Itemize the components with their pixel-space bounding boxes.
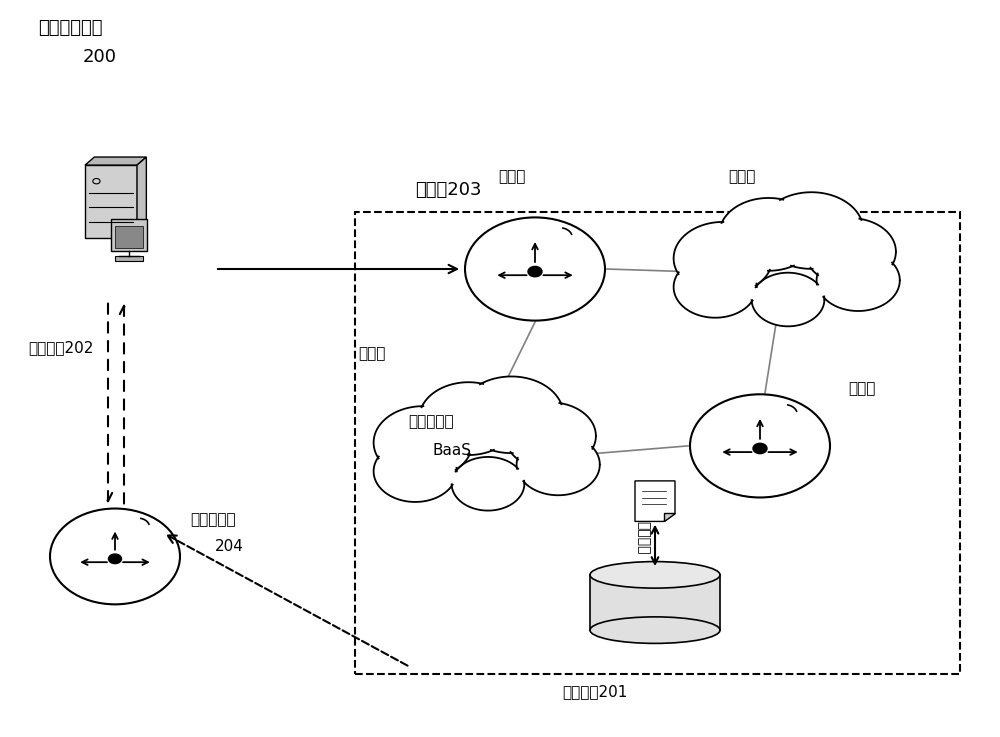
Circle shape xyxy=(50,509,180,604)
Circle shape xyxy=(719,198,818,270)
Text: 证书信息: 证书信息 xyxy=(636,521,650,555)
Circle shape xyxy=(752,273,824,326)
Ellipse shape xyxy=(590,617,720,643)
Circle shape xyxy=(805,218,896,285)
Text: 子节点: 子节点 xyxy=(358,346,385,361)
Circle shape xyxy=(817,250,900,311)
Circle shape xyxy=(674,256,757,318)
Polygon shape xyxy=(85,157,146,165)
Circle shape xyxy=(374,406,472,479)
Circle shape xyxy=(753,444,767,453)
Circle shape xyxy=(374,441,457,502)
Text: 区块链203: 区块链203 xyxy=(415,181,482,199)
Polygon shape xyxy=(664,513,675,522)
Circle shape xyxy=(459,377,563,453)
Text: 区块链服务: 区块链服务 xyxy=(408,414,454,429)
Circle shape xyxy=(690,394,830,497)
Circle shape xyxy=(419,383,518,455)
FancyBboxPatch shape xyxy=(85,165,137,238)
Text: 204: 204 xyxy=(215,539,244,554)
Polygon shape xyxy=(137,157,146,238)
Text: 第一子节点: 第一子节点 xyxy=(190,512,236,527)
Text: 子节点: 子节点 xyxy=(848,382,875,397)
Circle shape xyxy=(108,554,122,564)
Text: 200: 200 xyxy=(83,49,117,66)
Text: 管理节点202: 管理节点202 xyxy=(28,340,93,355)
FancyBboxPatch shape xyxy=(355,212,960,674)
Polygon shape xyxy=(635,481,675,522)
Text: BaaS: BaaS xyxy=(432,444,471,458)
Circle shape xyxy=(452,457,524,511)
Text: 子节点: 子节点 xyxy=(498,170,525,184)
Text: 子节点: 子节点 xyxy=(728,170,755,184)
Circle shape xyxy=(674,222,772,295)
Text: 证书管理系统: 证书管理系统 xyxy=(38,19,102,37)
FancyBboxPatch shape xyxy=(115,256,143,261)
FancyBboxPatch shape xyxy=(115,226,143,248)
Circle shape xyxy=(505,402,596,469)
FancyBboxPatch shape xyxy=(111,219,147,251)
Circle shape xyxy=(517,434,600,495)
Ellipse shape xyxy=(590,562,720,588)
Circle shape xyxy=(465,217,605,321)
Circle shape xyxy=(528,266,542,276)
Circle shape xyxy=(759,192,863,269)
Text: 业务节点201: 业务节点201 xyxy=(562,684,628,699)
FancyBboxPatch shape xyxy=(590,575,720,630)
